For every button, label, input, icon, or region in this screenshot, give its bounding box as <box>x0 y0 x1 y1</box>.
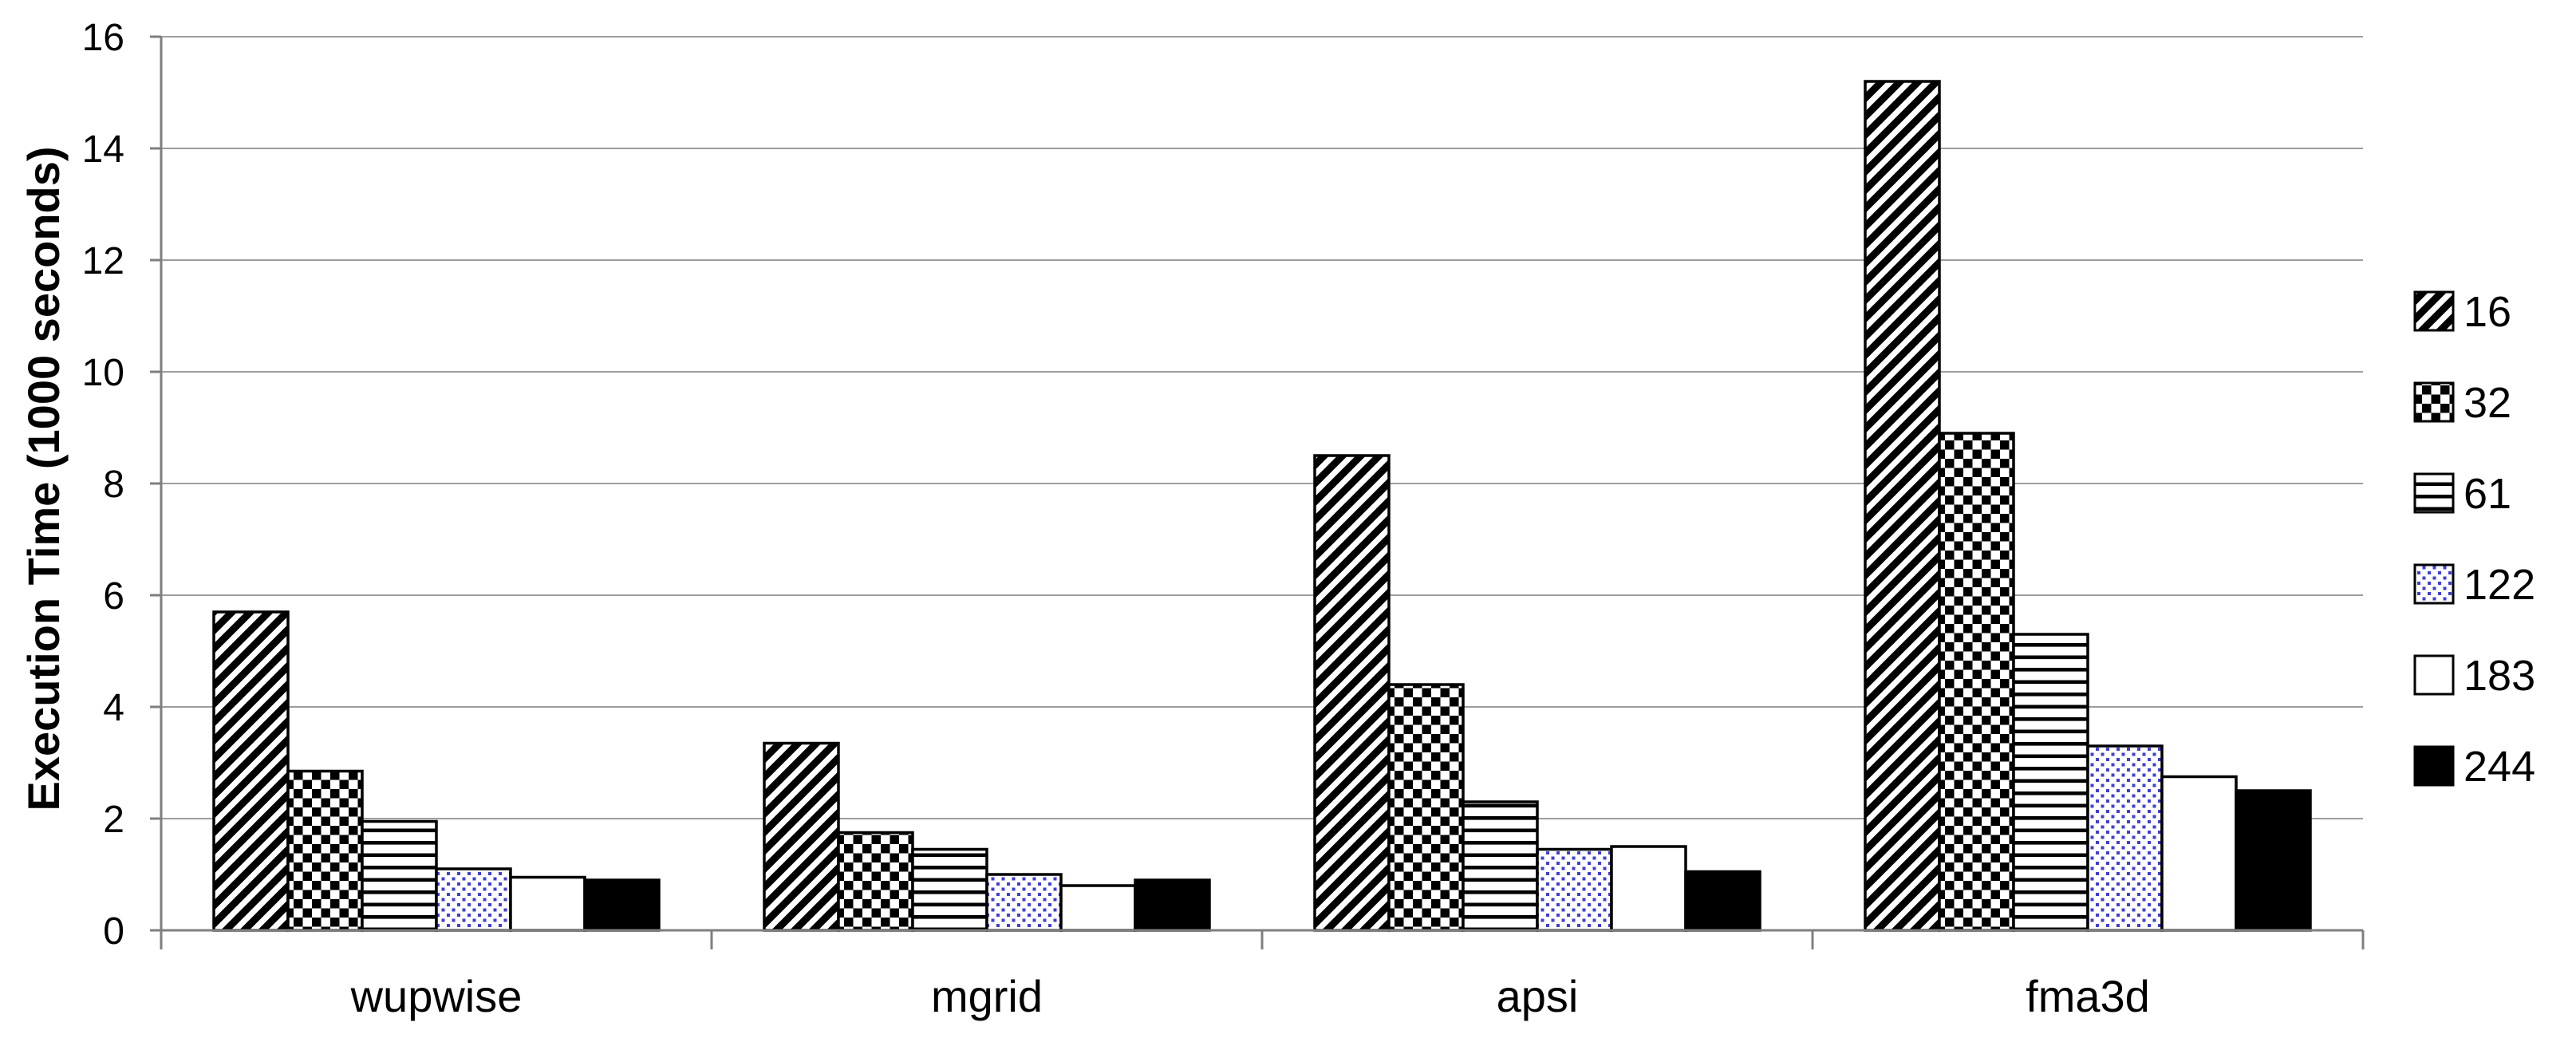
bar-mgrid-32 <box>837 831 914 932</box>
legend-label-183: 183 <box>2464 652 2535 700</box>
bar-mgrid-183 <box>1059 884 1137 932</box>
bar-mgrid-122 <box>985 873 1063 932</box>
y-tick-label-12: 12 <box>82 240 124 282</box>
y-tick-label-6: 6 <box>103 575 124 618</box>
bar-wupwise-16 <box>212 610 290 932</box>
bar-wupwise-122 <box>435 867 512 932</box>
bar-apsi-32 <box>1387 683 1465 932</box>
bar-wupwise-183 <box>509 875 586 932</box>
bar-fma3d-122 <box>2086 744 2164 932</box>
y-tick-label-8: 8 <box>103 464 124 506</box>
bar-apsi-244 <box>1684 870 1761 932</box>
legend-label-61: 61 <box>2464 470 2511 518</box>
bar-apsi-16 <box>1313 454 1391 932</box>
bar-wupwise-244 <box>583 878 661 932</box>
bar-wupwise-32 <box>286 769 364 932</box>
legend: 16 32 61 122 183 244 <box>2413 288 2535 791</box>
bar-apsi-183 <box>1610 845 1687 932</box>
category-label-fma3d: fma3d <box>2026 971 2150 1021</box>
y-tick-label-16: 16 <box>82 17 124 59</box>
bar-fma3d-244 <box>2235 789 2312 932</box>
bar-wupwise-61 <box>361 819 438 932</box>
bar-fma3d-16 <box>1864 80 1941 932</box>
category-label-mgrid: mgrid <box>931 971 1043 1021</box>
legend-label-16: 16 <box>2464 288 2511 336</box>
y-tick-label-10: 10 <box>82 352 124 394</box>
legend-swatch-183-icon <box>2413 654 2455 696</box>
legend-swatch-244-icon <box>2413 745 2455 787</box>
y-tick-label-14: 14 <box>82 128 124 171</box>
legend-item-122: 122 <box>2413 561 2535 609</box>
bar-fma3d-61 <box>2012 633 2089 932</box>
bar-fma3d-183 <box>2160 775 2238 932</box>
legend-item-183: 183 <box>2413 652 2535 700</box>
y-tick-label-2: 2 <box>103 799 124 841</box>
bar-mgrid-244 <box>1134 878 1211 932</box>
category-label-wupwise: wupwise <box>350 971 523 1021</box>
legend-label-244: 244 <box>2464 743 2535 791</box>
legend-swatch-16-icon <box>2413 290 2455 332</box>
legend-label-122: 122 <box>2464 561 2535 609</box>
legend-label-32: 32 <box>2464 379 2511 427</box>
legend-swatch-122-icon <box>2413 563 2455 605</box>
bar-apsi-61 <box>1462 800 1539 932</box>
bar-mgrid-16 <box>763 741 840 932</box>
y-tick-label-0: 0 <box>103 910 124 953</box>
legend-swatch-32-icon <box>2413 381 2455 423</box>
legend-item-16: 16 <box>2413 288 2511 336</box>
category-label-apsi: apsi <box>1497 971 1579 1021</box>
y-tick-label-4: 4 <box>103 687 124 729</box>
legend-swatch-61-icon <box>2413 472 2455 514</box>
bar-apsi-122 <box>1536 847 1613 932</box>
bar-mgrid-61 <box>911 847 988 932</box>
bar-fma3d-32 <box>1938 432 2015 932</box>
legend-item-244: 244 <box>2413 743 2535 791</box>
legend-item-32: 32 <box>2413 379 2511 427</box>
legend-item-61: 61 <box>2413 470 2511 518</box>
